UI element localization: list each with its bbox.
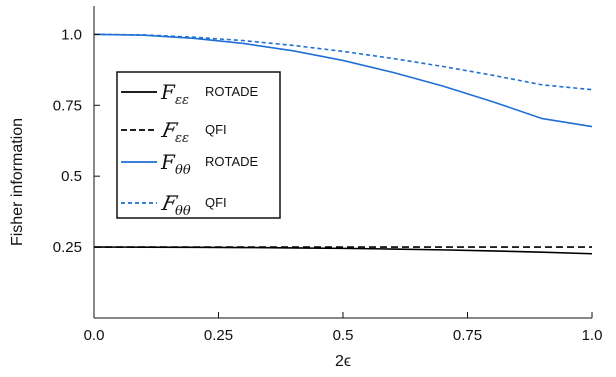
legend-tag-4: QFI	[205, 195, 227, 210]
y-tick-label: 0.75	[53, 97, 82, 114]
y-tick-label: 0.25	[53, 239, 82, 256]
y-tick-label: 1.0	[61, 26, 82, 43]
x-tick-label: 0.0	[84, 327, 105, 344]
legend-tag-1: ROTADE	[205, 84, 259, 99]
x-tick-label: 0.75	[453, 327, 482, 344]
series-layer	[93, 33, 593, 255]
legend-subscript-3: θθ	[175, 163, 191, 178]
series-line-3	[93, 33, 593, 128]
legend-symbol-2: F	[159, 118, 180, 142]
legend-subscript-1: εε	[175, 93, 189, 108]
legend-symbol-4: F	[159, 191, 180, 215]
legend-symbol-1: F	[160, 80, 176, 104]
legend-subscript-2: εε	[175, 131, 189, 146]
legend-tag-3: ROTADE	[205, 154, 259, 169]
legend-tag-2: QFI	[205, 122, 227, 137]
x-tick-label: 0.5	[333, 327, 354, 344]
y-tick-label: 0.5	[61, 168, 82, 185]
ticks-layer: 0.0 0.25 0.5 0.75 1.0 0.25 0.5 0.75 1.0	[53, 26, 603, 344]
x-axis-label: 2ϵ	[335, 353, 351, 370]
y-axis-label: Fisher information	[9, 118, 26, 246]
x-tick-label: 1.0	[582, 327, 603, 344]
x-tick-label: 0.25	[204, 327, 233, 344]
legend-subscript-4: θθ	[175, 204, 191, 219]
legend-symbol-3: F	[160, 150, 176, 174]
series-line-1	[93, 246, 593, 255]
legend-box	[116, 71, 281, 219]
